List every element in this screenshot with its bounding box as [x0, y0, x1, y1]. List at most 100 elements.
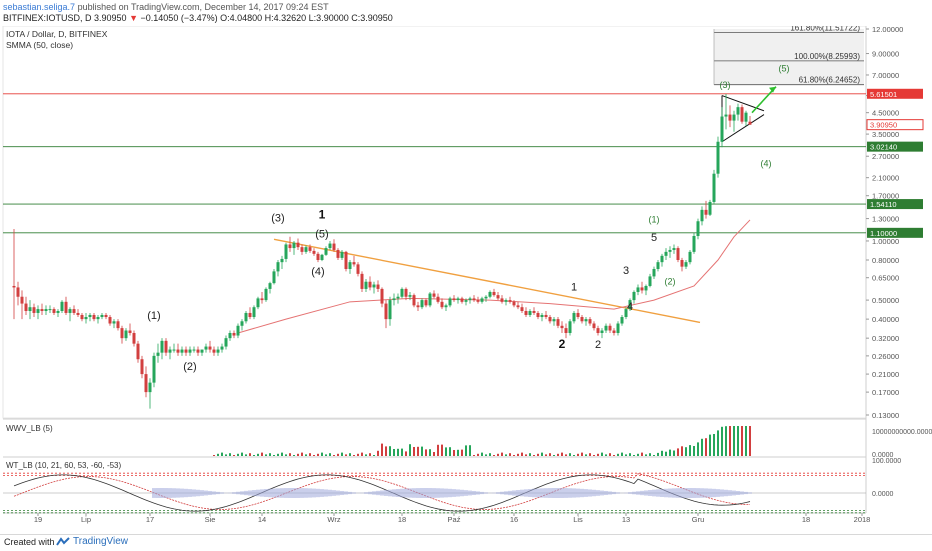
- candle-body: [81, 315, 84, 319]
- candle-body: [197, 350, 200, 353]
- volume-bar: [377, 451, 379, 456]
- wt-histogram-bar: [196, 490, 200, 496]
- candle-body: [177, 350, 180, 353]
- candle-body: [225, 338, 228, 346]
- volume-bar: [621, 453, 623, 456]
- volume-bar: [329, 453, 331, 456]
- wt-histogram-bar: [408, 488, 412, 497]
- candle-body: [405, 289, 408, 297]
- volume-bar: [713, 434, 715, 456]
- candle-body: [417, 305, 420, 307]
- wave-label: (5): [315, 229, 328, 241]
- volume-bar: [289, 453, 291, 456]
- wt-histogram-bar: [340, 491, 344, 495]
- candle-body: [41, 309, 44, 311]
- wt-histogram-bar: [216, 492, 220, 494]
- wt-histogram-bar: [632, 492, 636, 495]
- wt-histogram-bar: [428, 488, 432, 498]
- x-tick-label: Sie: [205, 515, 216, 524]
- wt-histogram-bar: [252, 490, 256, 496]
- wt-histogram-bar: [636, 491, 640, 494]
- candle-body: [389, 300, 392, 319]
- wt-histogram-bar: [208, 491, 212, 495]
- fib-level-label: 161.80%(11.51722): [790, 26, 860, 33]
- candle-body: [637, 287, 640, 292]
- candle-body: [425, 300, 428, 305]
- wt-histogram-bar: [664, 489, 668, 497]
- wave-label: 1: [319, 208, 326, 222]
- candle-body: [285, 244, 288, 258]
- wt-histogram-bar: [544, 488, 548, 498]
- wt-histogram-bar: [260, 489, 264, 496]
- wt-histogram-bar: [220, 492, 224, 493]
- volume-bar: [533, 455, 535, 456]
- candle-body: [485, 297, 488, 299]
- volume-bar: [229, 453, 231, 456]
- y-tick-label: 7.00000: [872, 71, 899, 80]
- tradingview-brand[interactable]: TradingView: [56, 536, 128, 547]
- volume-bar: [569, 453, 571, 456]
- price-chart-svg[interactable]: 12.000009.000007.000005.500004.500003.50…: [0, 26, 932, 534]
- volume-bar: [297, 454, 299, 456]
- wt-histogram-bar: [404, 489, 408, 498]
- volume-bar: [673, 451, 675, 457]
- candle-body: [705, 210, 708, 215]
- wt-histogram-bar: [296, 488, 300, 498]
- candle-body: [329, 244, 332, 249]
- volume-bar: [333, 455, 335, 456]
- wt-histogram-bar: [600, 491, 604, 496]
- volume-bar: [521, 453, 523, 456]
- volume-bar: [253, 455, 255, 456]
- wt-histogram-bar: [676, 488, 680, 498]
- candle-body: [33, 307, 36, 313]
- candle-body: [681, 260, 684, 267]
- wave-label: (2): [665, 277, 676, 287]
- wt-histogram-bar: [548, 488, 552, 498]
- wt-histogram-bar: [236, 492, 240, 494]
- candle-body: [65, 302, 68, 313]
- volume-bar: [237, 454, 239, 456]
- volume-bar: [461, 450, 463, 456]
- candle-body: [105, 315, 108, 317]
- candle-body: [693, 236, 696, 252]
- candle-body: [381, 289, 384, 304]
- wt-histogram-bar: [700, 488, 704, 498]
- volume-bar: [389, 446, 391, 456]
- wave-label: 1: [571, 281, 577, 293]
- volume-bar: [733, 426, 735, 456]
- candle-body: [533, 311, 536, 313]
- wt-histogram-bar: [372, 491, 376, 494]
- volume-bar: [717, 430, 719, 456]
- candle-body: [661, 256, 664, 262]
- volume-bar: [321, 453, 323, 456]
- wt-histogram-bar: [456, 489, 460, 496]
- candle-body: [733, 115, 736, 121]
- wt-histogram-bar: [452, 489, 456, 497]
- candle-body: [249, 313, 252, 317]
- chart-title: IOTA / Dollar, D, BITFINEX: [6, 29, 108, 39]
- last-price: 3.90950: [94, 13, 127, 23]
- wt-histogram-bar: [176, 488, 180, 497]
- wt-histogram-bar: [520, 490, 524, 497]
- wt-histogram-bar: [652, 490, 656, 497]
- volume-bar: [497, 454, 499, 456]
- volume-bar: [581, 453, 583, 456]
- candle-body: [745, 113, 748, 122]
- chart-area[interactable]: 12.000009.000007.000005.500004.500003.50…: [0, 26, 932, 534]
- volume-bar: [433, 452, 435, 456]
- candle-body: [49, 309, 52, 310]
- price-label: 1.54110: [870, 200, 897, 209]
- volume-bar: [709, 435, 711, 456]
- wt-histogram-bar: [732, 491, 736, 496]
- author-link[interactable]: sebastian.seliga.7: [3, 2, 75, 12]
- wt-histogram-bar: [396, 489, 400, 497]
- candle-body: [581, 317, 584, 321]
- candle-body: [29, 307, 32, 311]
- wt-histogram-bar: [512, 490, 516, 495]
- wt-histogram-bar: [304, 488, 308, 498]
- candle-body: [289, 244, 292, 248]
- volume-bar: [213, 455, 215, 456]
- wt-histogram-bar: [564, 488, 568, 498]
- y-tick-label: 2.10000: [872, 174, 899, 183]
- candle-body: [37, 309, 40, 313]
